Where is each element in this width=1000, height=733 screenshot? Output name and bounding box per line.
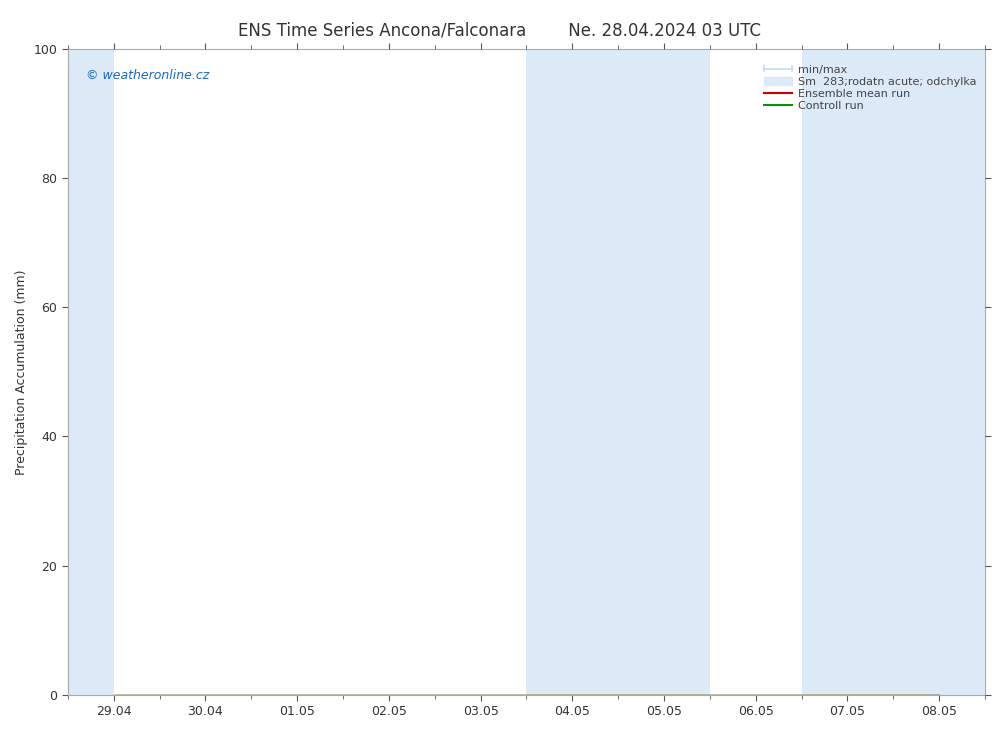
Text: ENS Time Series Ancona/Falconara        Ne. 28.04.2024 03 UTC: ENS Time Series Ancona/Falconara Ne. 28.… bbox=[239, 22, 762, 40]
Bar bbox=[68, 49, 114, 695]
Bar bbox=[526, 49, 710, 695]
Bar bbox=[802, 49, 985, 695]
Y-axis label: Precipitation Accumulation (mm): Precipitation Accumulation (mm) bbox=[15, 269, 28, 475]
Text: © weatheronline.cz: © weatheronline.cz bbox=[86, 69, 209, 81]
Legend: min/max, Sm  283;rodatn acute; odchylka, Ensemble mean run, Controll run: min/max, Sm 283;rodatn acute; odchylka, … bbox=[761, 62, 979, 114]
